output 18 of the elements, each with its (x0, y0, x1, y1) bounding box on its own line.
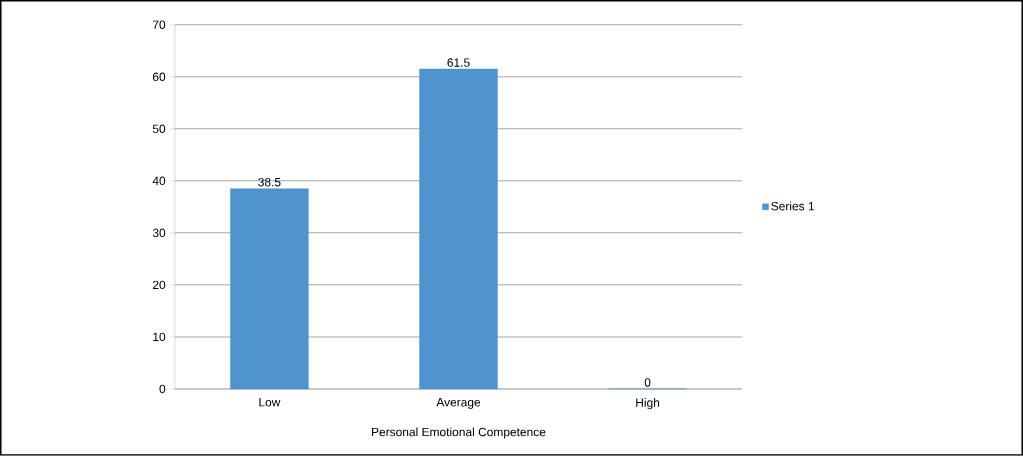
x-tick-label: High (636, 398, 660, 410)
y-tick-label: 60 (152, 72, 166, 82)
y-tick-label: 20 (152, 280, 166, 290)
legend-label: Series 1 (771, 201, 814, 211)
y-tick-label: 70 (152, 20, 166, 30)
y-tick-label: 30 (152, 228, 166, 238)
data-label: 61.5 (447, 58, 470, 67)
x-tick-label: Low (259, 398, 281, 407)
y-tick-label: 50 (152, 124, 166, 134)
y-tick-label: 0 (159, 384, 166, 394)
x-tick-label: Average (436, 398, 481, 409)
bar (230, 188, 309, 390)
data-label: 0 (644, 378, 651, 387)
x-axis-title: Personal Emotional Competence (372, 427, 546, 439)
data-label: 38.5 (258, 178, 281, 187)
y-tick-label: 40 (152, 176, 166, 186)
y-tick-label: 10 (153, 332, 166, 342)
bar (419, 68, 498, 390)
